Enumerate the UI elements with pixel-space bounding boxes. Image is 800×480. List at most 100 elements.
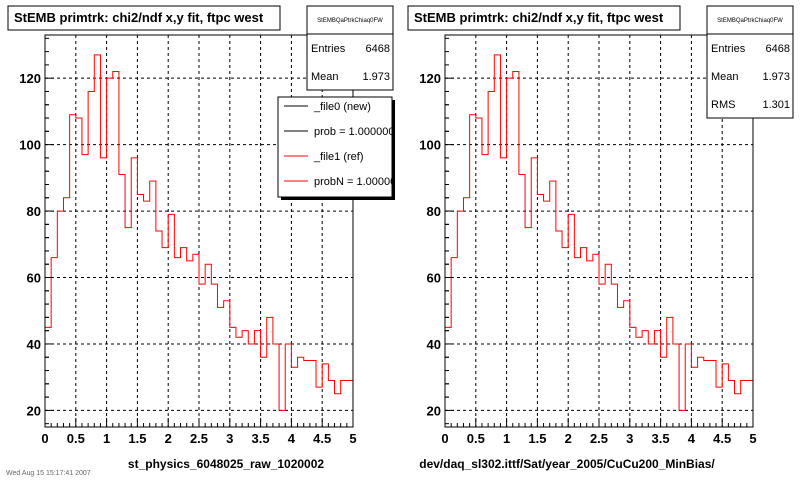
histogram-bin: [531, 158, 537, 427]
histogram-bin: [248, 344, 254, 427]
y-tick-label: 20: [27, 403, 41, 418]
histogram-bin: [556, 231, 562, 427]
histogram-bin: [310, 361, 316, 427]
x-tick-label: 3: [226, 431, 233, 446]
histogram-bin: [181, 248, 187, 427]
x-tick-label: 4: [288, 431, 296, 446]
histogram-bin: [691, 367, 697, 427]
histogram-bin: [457, 211, 463, 427]
stats-label: RMS: [711, 99, 735, 111]
histogram-bin: [445, 327, 451, 427]
histogram-bin: [51, 258, 57, 427]
x-tick-label: 3.5: [252, 431, 270, 446]
stats-value: 1.973: [362, 71, 390, 83]
histogram-bin: [63, 198, 69, 427]
y-tick-label: 80: [27, 204, 41, 219]
legend-box: [277, 96, 393, 198]
x-tick-label: 2.5: [190, 431, 208, 446]
histogram-bin: [624, 301, 630, 427]
histogram-bin: [144, 201, 150, 427]
histogram-series: [444, 54, 753, 427]
stats-label: Mean: [311, 71, 339, 83]
stats-value: 1.301: [762, 99, 790, 111]
histogram-bin: [716, 387, 722, 427]
histogram-bin: [125, 228, 131, 427]
histogram-bin: [88, 91, 94, 427]
histogram-bin: [698, 357, 704, 427]
x-tick-label: 0.5: [467, 431, 485, 446]
stats-box: [706, 5, 794, 119]
x-axis-label: dev/daq_sl302.ittf/Sat/year_2005/CuCu200…: [419, 457, 715, 471]
x-tick-label: 2: [165, 431, 172, 446]
stats-name: StEMBQaPtrkChiaq0FW: [317, 18, 383, 24]
x-tick-label: 5: [349, 431, 356, 446]
stats-label: Entries: [711, 43, 746, 55]
histogram-bin: [211, 284, 217, 427]
histogram-bin: [187, 261, 193, 427]
histogram-bin: [562, 248, 568, 427]
histogram-bin: [82, 155, 88, 427]
histogram-bin: [150, 181, 156, 427]
histogram-bin: [488, 91, 494, 427]
x-tick-label: 4.5: [313, 431, 331, 446]
title-box: [7, 5, 281, 31]
histogram-bin: [451, 258, 457, 427]
histogram-bin: [507, 78, 513, 427]
histogram-bin: [205, 264, 211, 427]
histogram-bin: [525, 228, 531, 427]
y-tick-label: 100: [19, 138, 41, 153]
histogram-bin: [654, 331, 660, 427]
histogram-bin: [298, 357, 304, 427]
histogram-bin: [316, 387, 322, 427]
histogram-bin: [704, 361, 710, 427]
y-tick-label: 80: [427, 204, 441, 219]
histogram-bin: [199, 284, 205, 427]
legend-label: probN = 1.000000: [314, 176, 402, 188]
histogram-panel-2: 0 0.5 1 1.5 2 2.5 3 3.5 4 4.5 5 20 40 60 80 100 120 StEMB…: [407, 5, 794, 471]
histogram-bin: [279, 410, 285, 427]
histogram-bin: [236, 337, 242, 427]
histogram-bin: [494, 55, 500, 427]
histogram-bin: [217, 307, 223, 427]
histogram-bin: [728, 380, 734, 427]
histogram-bin: [574, 258, 580, 427]
chart-title: StEMB primtrk: chi2/ndf x,y fit, ftpc we…: [414, 10, 664, 25]
histogram-bin: [463, 198, 469, 427]
y-tick-label: 40: [427, 337, 441, 352]
histogram-bin: [630, 327, 636, 427]
histogram-bin: [673, 344, 679, 427]
x-tick-label: 0: [441, 431, 448, 446]
histogram-bin: [642, 331, 648, 427]
histogram-bin: [76, 118, 82, 427]
x-tick-label: 3.5: [652, 431, 670, 446]
histogram-bin: [304, 361, 310, 427]
x-tick-label: 5: [749, 431, 756, 446]
histogram-bin: [636, 337, 642, 427]
stats-value: 6468: [766, 43, 790, 55]
y-tick-label: 60: [27, 271, 41, 286]
histogram-bin: [617, 307, 623, 427]
histogram-bin: [568, 214, 574, 427]
y-tick-label: 60: [427, 271, 441, 286]
histogram-bin: [347, 380, 353, 427]
histogram-bin: [261, 357, 267, 427]
legend-label: prob = 1.000000: [314, 126, 394, 138]
histogram-bin: [661, 357, 667, 427]
histogram-bin: [242, 331, 248, 427]
histogram-bin: [500, 158, 506, 427]
histogram-bin: [735, 394, 741, 427]
x-tick-label: 2.5: [590, 431, 608, 446]
histogram-bin: [341, 380, 347, 427]
stats-value: 6468: [366, 43, 390, 55]
histogram-bin: [168, 214, 174, 427]
stats-box: [306, 5, 394, 91]
histogram-bin: [137, 194, 143, 427]
histogram-bin: [335, 394, 341, 427]
histogram-bin: [587, 261, 593, 427]
chart-title: StEMB primtrk: chi2/ndf x,y fit, ftpc we…: [14, 10, 264, 25]
histogram-bin: [285, 344, 291, 427]
histogram-bin: [291, 367, 297, 427]
histogram-bin: [113, 72, 119, 427]
stats-label: Entries: [311, 43, 346, 55]
